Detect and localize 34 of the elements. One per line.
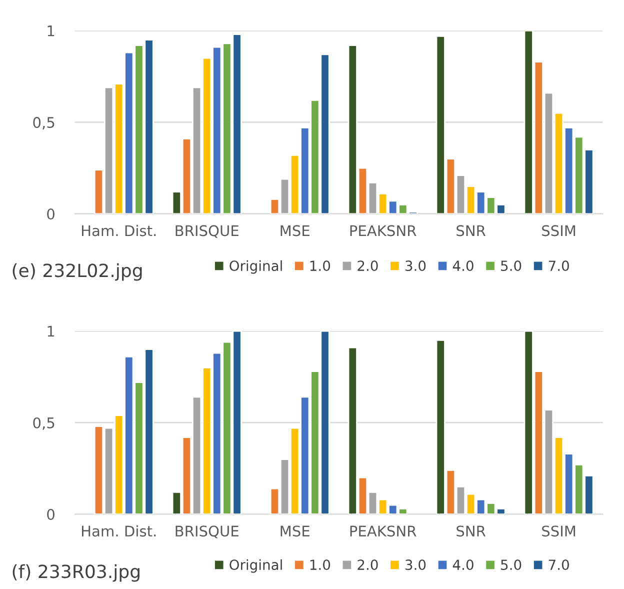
- x-tick-label: Ham. Dist.: [82, 224, 156, 236]
- text: (f) 233R03.jpg: [12, 564, 140, 582]
- x-tick-label: SSIM: [542, 526, 576, 537]
- legend-label: 4.0: [452, 560, 474, 570]
- legend-label: Original: [230, 559, 282, 573]
- y-tick-label: 0: [47, 208, 54, 220]
- legend-label: 1.0: [310, 560, 330, 570]
- x-tick-label: PEAKSNR: [350, 225, 416, 236]
- y-tick-label: 0: [47, 508, 54, 520]
- legend-label: 2.0: [358, 560, 378, 570]
- x-tick-label: SNR: [456, 526, 486, 537]
- x-tick-label: Ham. Dist.: [82, 525, 156, 537]
- legend-label: 5.0: [501, 260, 522, 272]
- legend-label: 5.0: [501, 560, 522, 570]
- legend-label: 7.0: [548, 560, 569, 570]
- y-tick-label: 1: [48, 26, 54, 36]
- x-tick-label: MSE: [280, 526, 310, 537]
- legend-label: 1.0: [310, 260, 330, 272]
- x-tick-label: BRISQUE: [176, 225, 238, 238]
- y-tick-label: 1: [48, 326, 54, 337]
- legend-label: 7.0: [548, 260, 569, 272]
- legend-label: 2.0: [358, 260, 378, 272]
- y-tick-label: 0,5: [33, 116, 54, 130]
- text: (e) 232L02.jpg: [12, 263, 142, 281]
- x-tick-label: MSE: [280, 225, 310, 236]
- x-tick-label: SSIM: [542, 225, 576, 236]
- x-tick-label: SNR: [456, 225, 486, 236]
- y-tick-label: 0,5: [33, 417, 54, 430]
- legend-label: 4.0: [452, 260, 474, 272]
- legend-label: 3.0: [406, 260, 426, 272]
- legend-label: Original: [230, 260, 282, 274]
- x-tick-label: BRISQUE: [176, 526, 238, 538]
- x-tick-label: PEAKSNR: [350, 526, 416, 537]
- legend-label: 3.0: [406, 560, 426, 570]
